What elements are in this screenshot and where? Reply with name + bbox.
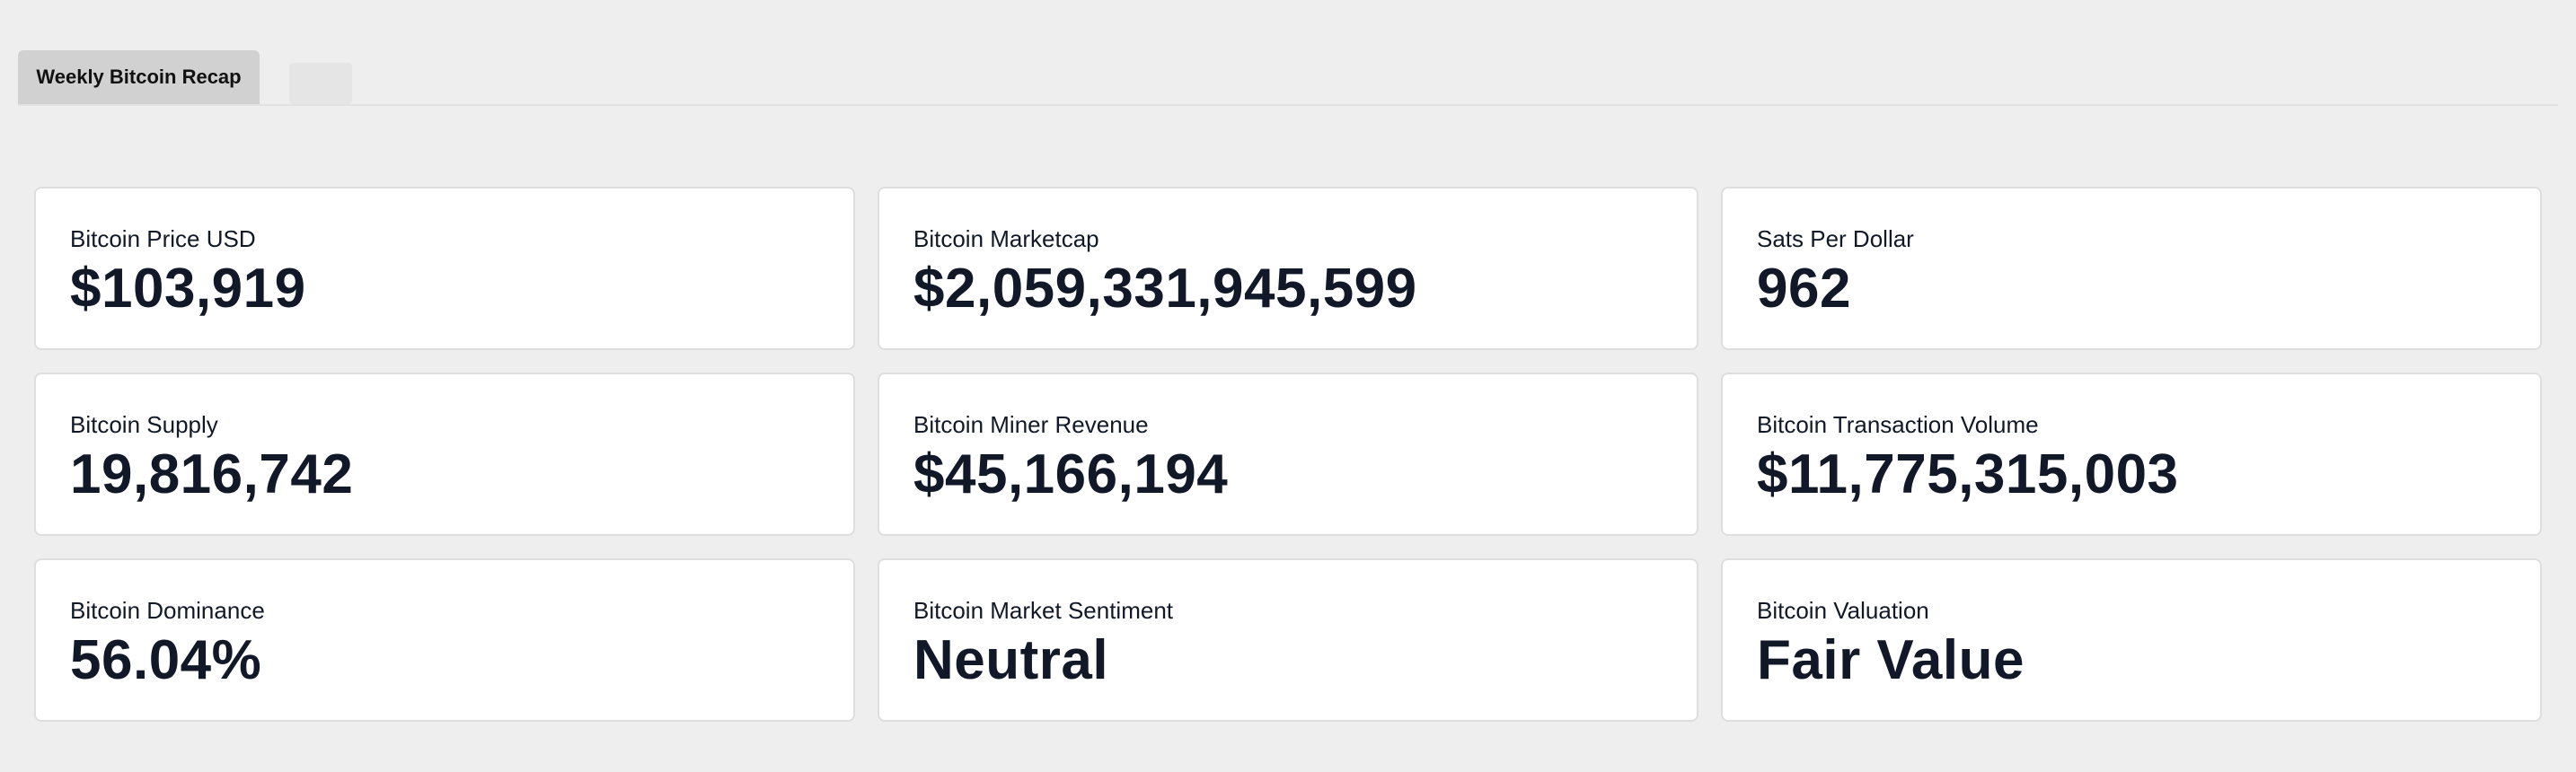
metrics-grid: Bitcoin Price USD $103,919 Bitcoin Marke… <box>34 187 2542 722</box>
metric-card-bitcoin-market-sentiment: Bitcoin Market Sentiment Neutral <box>878 558 1698 722</box>
metric-value: 56.04% <box>70 629 262 691</box>
metric-card-bitcoin-price-usd: Bitcoin Price USD $103,919 <box>34 187 855 350</box>
metric-label: Sats Per Dollar <box>1757 225 1914 252</box>
metric-card-bitcoin-transaction-volume: Bitcoin Transaction Volume $11,775,315,0… <box>1721 373 2542 536</box>
metric-label: Bitcoin Price USD <box>70 225 256 252</box>
metric-value: 19,816,742 <box>70 443 354 505</box>
metric-value: $45,166,194 <box>913 443 1229 505</box>
metric-label: Bitcoin Market Sentiment <box>913 597 1174 624</box>
metric-label: Bitcoin Transaction Volume <box>1757 411 2039 438</box>
metric-label: Bitcoin Dominance <box>70 597 265 624</box>
metric-card-bitcoin-dominance: Bitcoin Dominance 56.04% <box>34 558 855 722</box>
metric-label: Bitcoin Valuation <box>1757 597 1929 624</box>
metric-label: Bitcoin Marketcap <box>913 225 1099 252</box>
metric-card-bitcoin-supply: Bitcoin Supply 19,816,742 <box>34 373 855 536</box>
metric-label: Bitcoin Miner Revenue <box>913 411 1149 438</box>
metric-value: $11,775,315,003 <box>1757 443 2179 505</box>
tab-placeholder[interactable] <box>289 63 352 104</box>
metric-value: 962 <box>1757 258 1851 320</box>
metric-card-bitcoin-miner-revenue: Bitcoin Miner Revenue $45,166,194 <box>878 373 1698 536</box>
metric-value: Fair Value <box>1757 629 2025 691</box>
metric-card-sats-per-dollar: Sats Per Dollar 962 <box>1721 187 2542 350</box>
metric-card-bitcoin-marketcap: Bitcoin Marketcap $2,059,331,945,599 <box>878 187 1698 350</box>
tab-label: Weekly Bitcoin Recap <box>36 66 242 88</box>
metric-value: Neutral <box>913 629 1109 691</box>
tab-weekly-bitcoin-recap[interactable]: Weekly Bitcoin Recap <box>18 50 260 104</box>
metric-card-bitcoin-valuation: Bitcoin Valuation Fair Value <box>1721 558 2542 722</box>
metric-value: $103,919 <box>70 258 306 320</box>
tab-bar: Weekly Bitcoin Recap <box>18 50 2558 106</box>
metric-label: Bitcoin Supply <box>70 411 218 438</box>
metric-value: $2,059,331,945,599 <box>913 258 1417 320</box>
